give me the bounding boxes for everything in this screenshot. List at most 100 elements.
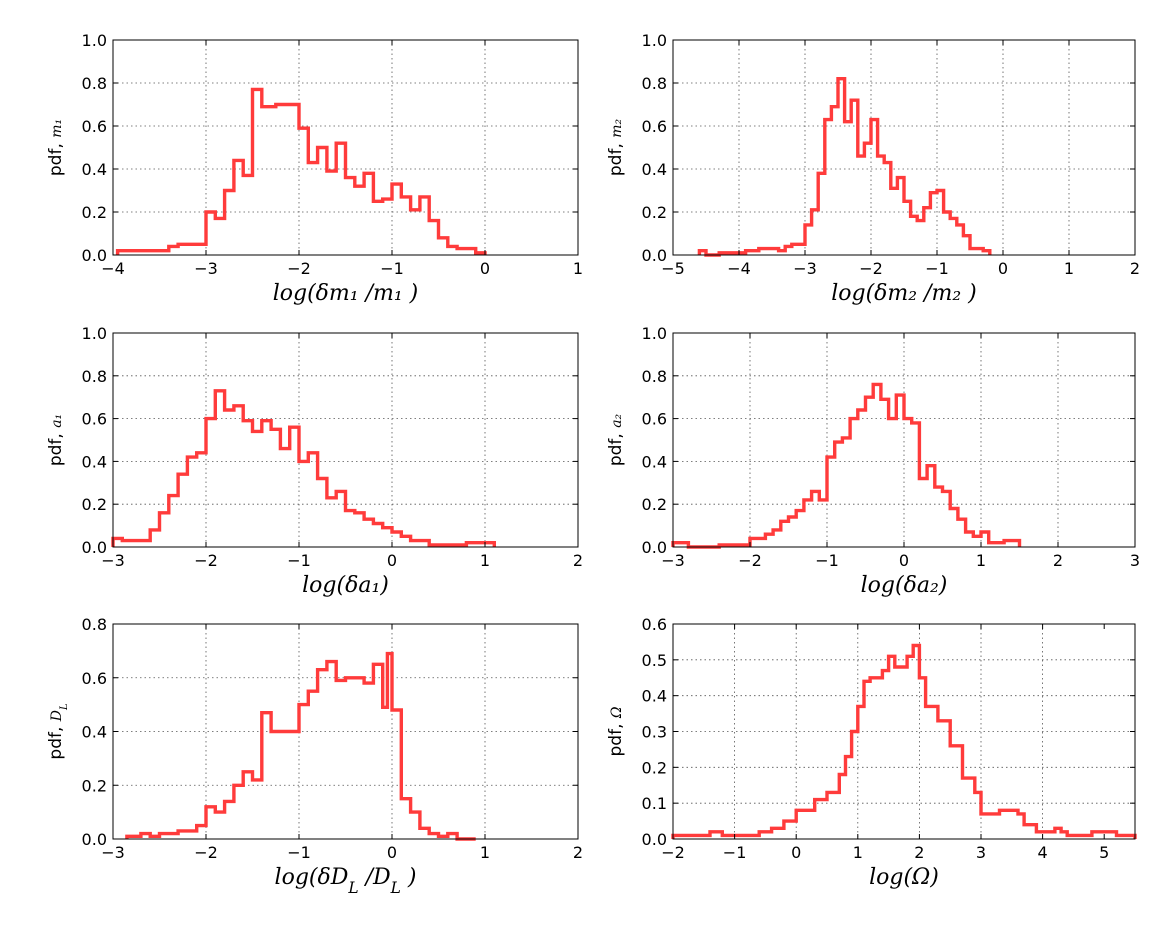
y-tick-label: 1.0 [82,31,107,50]
y-tick-label: 0.4 [642,687,667,706]
y-tick-label: 0.2 [82,495,107,514]
y-axis-label: pdf, a₂ [606,413,626,466]
y-tick-label: 0.0 [642,538,667,557]
y-tick-label: 0.2 [642,495,667,514]
x-tick-label: −3 [661,551,685,570]
x-axis-label: log(Ω) [869,865,939,890]
x-tick-label: 2 [573,843,583,862]
y-axis-label-variable: Ω [609,706,625,719]
y-tick-label: 0.6 [642,615,667,634]
x-tick-label: −1 [815,551,839,570]
y-tick-label: 0.0 [82,830,107,849]
x-tick-label: −2 [738,551,762,570]
y-tick-label: 1.0 [642,31,667,50]
x-tick-label: 1 [480,843,490,862]
y-axis-label: pdf, m₂ [606,118,626,176]
x-tick-label: 1 [573,259,583,278]
y-tick-label: 0.0 [642,830,667,849]
plot-frame [112,623,579,840]
x-tick-label: 0 [387,551,397,570]
x-tick-label: 2 [573,551,583,570]
x-tick-label: 0 [387,843,397,862]
y-axis-label-prefix: pdf, [46,721,66,759]
y-axis-label-variable: m₂ [609,118,625,137]
x-tick-label: −1 [380,259,404,278]
panel-a2: −3 −2 −1 0 1 2 3 0.0 0.2 0.4 0.6 0.8 1.0 pdf, a₂ log(δ… [606,324,1140,598]
y-tick-label: 0.4 [642,452,667,471]
x-axis-label: log(δa₁) [302,573,389,598]
y-tick-label: 0.2 [82,203,107,222]
y-tick-label: 0.8 [82,615,107,634]
y-tick-label: 0.5 [642,651,667,670]
y-tick-label: 0.1 [642,794,667,813]
plot-frame [672,39,1136,256]
x-tick-label: 2 [1130,259,1140,278]
y-axis-label-variable: a₁ [49,414,65,428]
y-tick-label: 1.0 [642,324,667,343]
y-tick-label: 0.6 [642,117,667,136]
x-tick-label: 1 [853,843,863,862]
y-axis-label: pdf, DL [46,703,70,759]
y-tick-label: 0.6 [82,117,107,136]
x-tick-label: −2 [194,551,218,570]
y-axis-label: pdf, a₁ [46,414,66,466]
y-tick-label: 0.6 [82,410,107,429]
y-axis-label-prefix: pdf, [606,428,626,466]
y-axis-label: pdf, m₁ [46,119,66,176]
y-tick-label: 0.8 [82,74,107,93]
x-tick-label: −2 [661,843,685,862]
x-axis-label: log(δm₁ /m₁ ) [273,281,419,306]
x-tick-label: −1 [287,843,311,862]
y-tick-label: 0.2 [642,758,667,777]
x-tick-label: −5 [661,259,685,278]
y-tick-label: 0.0 [642,246,667,265]
y-axis-label: pdf, Ω [606,706,626,756]
x-tick-label: −1 [287,551,311,570]
x-tick-label: 3 [976,843,986,862]
y-tick-label: 1.0 [82,324,107,343]
x-axis-label: log(δm₂ /m₂ ) [831,281,977,306]
x-tick-label: 1 [480,551,490,570]
histogram-series-a1 [111,389,496,547]
y-tick-label: 0.0 [82,246,107,265]
y-tick-label: 0.0 [82,538,107,557]
x-tick-label: 3 [1130,551,1140,570]
y-tick-label: 0.8 [82,367,107,386]
x-tick-label: −2 [859,259,883,278]
x-tick-label: −1 [723,843,747,862]
x-tick-label: −3 [101,551,125,570]
y-tick-label: 0.6 [642,410,667,429]
plot-frame [112,39,579,256]
x-tick-label: 0 [480,259,490,278]
x-tick-label: −2 [194,843,218,862]
y-axis-label-variable: a₂ [609,413,625,427]
y-tick-label: 0.8 [642,74,667,93]
y-axis-label-prefix: pdf, [606,138,626,176]
histogram-series-m2 [697,77,992,257]
panel-m1: −4 −3 −2 −1 0 1 0.0 0.2 0.4 0.6 0.8 1.0 pdf, m₁ log(δ… [46,31,583,306]
y-tick-label: 0.4 [642,160,667,179]
x-tick-label: 2 [914,843,924,862]
y-axis-label-prefix: pdf, [46,428,66,466]
x-tick-label: 4 [1038,843,1048,862]
x-tick-label: −3 [194,259,218,278]
x-tick-label: −2 [287,259,311,278]
y-tick-label: 0.8 [642,367,667,386]
panel-a1: −3 −2 −1 0 1 2 0.0 0.2 0.4 0.6 0.8 1.0 pdf, a₁ log(δa… [46,324,583,598]
y-axis-label-prefix: pdf, [606,718,626,756]
histogram-series-m1 [115,87,487,255]
plot-frame [112,332,579,548]
y-tick-label: 0.4 [82,452,107,471]
x-tick-label: −3 [793,259,817,278]
x-tick-label: 0 [791,843,801,862]
y-tick-label: 0.3 [642,723,667,742]
x-tick-label: −3 [101,843,125,862]
y-tick-label: 0.4 [82,160,107,179]
x-tick-label: −4 [727,259,751,278]
x-tick-label: 1 [976,551,986,570]
y-tick-label: 0.6 [82,669,107,688]
y-axis-label-variable: m₁ [49,119,65,138]
x-tick-label: −4 [101,259,125,278]
